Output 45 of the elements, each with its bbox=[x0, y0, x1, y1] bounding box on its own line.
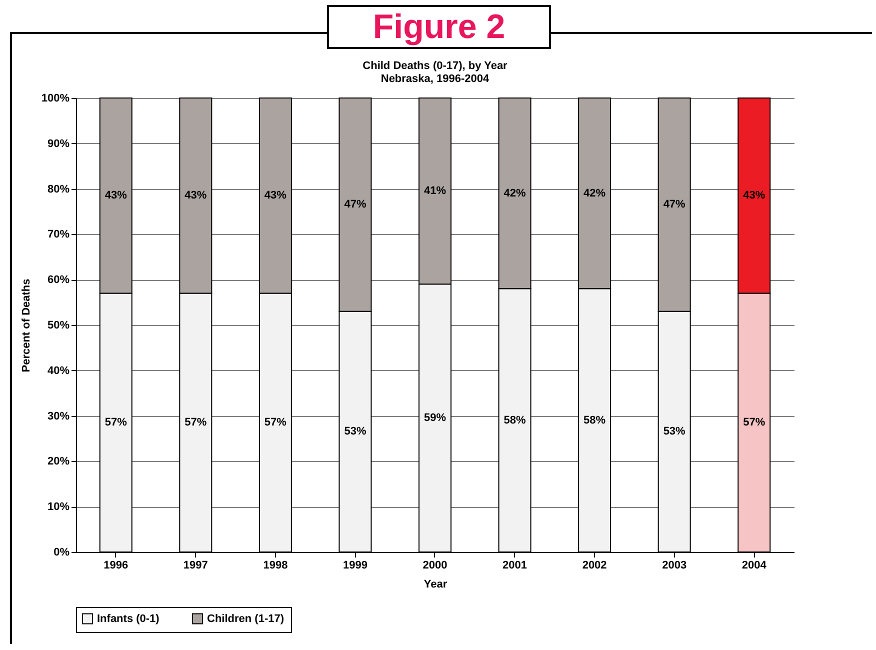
legend-label: Children (1-17) bbox=[207, 612, 284, 625]
text: 58% bbox=[504, 414, 526, 426]
y-tick-label: 60% bbox=[47, 274, 70, 286]
text: 57% bbox=[104, 416, 127, 429]
x-tick-label: 2000 bbox=[422, 560, 448, 572]
x-tick-label: 2004 bbox=[742, 560, 768, 572]
x-tick-label: 1999 bbox=[342, 560, 368, 572]
y-tick-label: 70% bbox=[47, 228, 70, 241]
text: 53% bbox=[663, 426, 686, 438]
y-tick-label: 100% bbox=[41, 92, 70, 104]
chart-title: Child Deaths (0-17), by Year bbox=[362, 60, 508, 72]
text: 43% bbox=[743, 190, 766, 202]
x-tick-label: 1996 bbox=[104, 560, 128, 572]
chart-subtitle: Nebraska, 1996-2004 bbox=[380, 73, 490, 85]
x-tick-label: 2003 bbox=[662, 560, 687, 572]
y-tick-label: 40% bbox=[47, 364, 70, 377]
y-tick-label: 80% bbox=[47, 183, 70, 196]
x-axis-title: Year bbox=[424, 578, 448, 590]
text: 58% bbox=[584, 414, 606, 426]
text: 41% bbox=[424, 185, 446, 198]
x-tick-label: 2001 bbox=[502, 560, 528, 572]
y-tick-label: 30% bbox=[47, 410, 70, 422]
x-tick-label: 1998 bbox=[263, 560, 288, 572]
text: 59% bbox=[424, 412, 446, 424]
text: 43% bbox=[184, 190, 207, 202]
text: 57% bbox=[184, 416, 207, 429]
text: 57% bbox=[264, 416, 286, 429]
caption: Figure 2 bbox=[327, 5, 551, 49]
legend-label: Infants (0-1) bbox=[97, 612, 160, 625]
text: 42% bbox=[584, 187, 606, 200]
text: 47% bbox=[344, 198, 366, 211]
text: 57% bbox=[743, 416, 766, 429]
y-axis-title: Percent of Deaths bbox=[20, 278, 32, 372]
text: 47% bbox=[663, 198, 686, 211]
y-tick-label: 50% bbox=[47, 320, 70, 332]
y-tick-label: 20% bbox=[47, 456, 70, 468]
text: 43% bbox=[104, 190, 127, 202]
y-tick-label: 0% bbox=[54, 546, 70, 558]
text: 42% bbox=[504, 187, 526, 200]
y-tick-label: 90% bbox=[47, 138, 70, 150]
x-tick-label: 2002 bbox=[582, 560, 607, 572]
text: 43% bbox=[264, 190, 286, 202]
y-tick-label: 10% bbox=[47, 501, 70, 514]
x-tick-label: 1997 bbox=[183, 560, 208, 572]
text: 53% bbox=[344, 426, 366, 438]
